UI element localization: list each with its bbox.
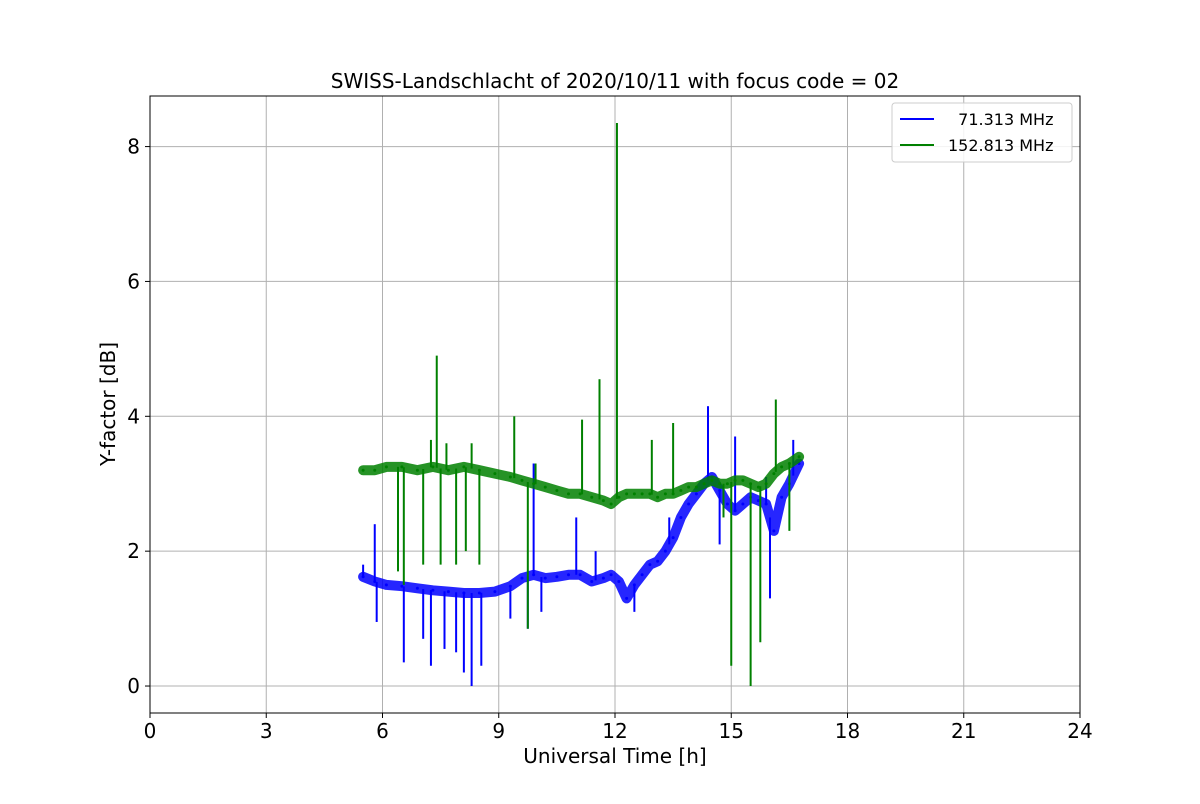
legend-label-71-mhz: 71.313 MHz xyxy=(948,110,1053,129)
data-point-152-813-mhz xyxy=(741,478,745,482)
data-point-152-813-mhz xyxy=(718,482,722,486)
data-point-152-813-mhz xyxy=(493,472,497,476)
x-tick-label: 24 xyxy=(1067,719,1092,743)
data-point-71-313-mhz xyxy=(640,573,644,577)
series-152-813-mhz xyxy=(358,122,805,687)
x-tick-label: 21 xyxy=(951,719,976,743)
data-point-152-813-mhz xyxy=(679,488,683,492)
data-point-152-813-mhz xyxy=(384,465,388,469)
data-point-152-813-mhz xyxy=(756,485,760,489)
data-point-152-813-mhz xyxy=(543,485,547,489)
data-point-152-813-mhz xyxy=(632,492,636,496)
data-point-71-313-mhz xyxy=(656,559,660,563)
data-point-152-813-mhz xyxy=(687,485,691,489)
data-point-152-813-mhz xyxy=(625,492,629,496)
data-point-71-313-mhz xyxy=(578,573,582,577)
data-point-152-813-mhz xyxy=(601,499,605,503)
data-point-71-313-mhz xyxy=(687,502,691,506)
data-point-71-313-mhz xyxy=(772,529,776,533)
data-point-71-313-mhz xyxy=(400,584,404,588)
data-point-71-313-mhz xyxy=(601,576,605,580)
x-axis-label: Universal Time [h] xyxy=(523,744,706,768)
y-tick-label: 8 xyxy=(127,135,140,159)
data-point-152-813-mhz xyxy=(415,468,419,472)
data-point-71-313-mhz xyxy=(679,515,683,519)
x-tick-label: 15 xyxy=(719,719,744,743)
series-lines xyxy=(358,122,805,687)
data-point-71-313-mhz xyxy=(663,549,667,553)
data-point-71-313-mhz xyxy=(493,590,497,594)
data-point-152-813-mhz xyxy=(508,475,512,479)
data-point-152-813-mhz xyxy=(663,492,667,496)
data-point-152-813-mhz xyxy=(648,492,652,496)
data-point-152-813-mhz xyxy=(578,492,582,496)
data-point-152-813-mhz xyxy=(462,465,466,469)
data-point-152-813-mhz xyxy=(446,468,450,472)
legend-label-152-mhz: 152.813 MHz xyxy=(948,136,1053,155)
data-point-71-313-mhz xyxy=(384,583,388,587)
data-point-152-813-mhz xyxy=(694,485,698,489)
data-point-71-313-mhz xyxy=(431,588,435,592)
x-tick-label: 18 xyxy=(835,719,860,743)
data-point-152-813-mhz xyxy=(780,465,784,469)
data-point-152-813-mhz xyxy=(431,465,435,469)
y-tick-label: 4 xyxy=(127,404,140,428)
data-point-152-813-mhz xyxy=(710,478,714,482)
y-tick-label: 6 xyxy=(127,269,140,293)
x-tick-label: 12 xyxy=(602,719,627,743)
series-line-71-313-mhz xyxy=(358,458,805,604)
grid-lines xyxy=(149,96,1081,713)
y-axis-label: Y-factor [dB] xyxy=(96,342,120,467)
data-point-71-313-mhz xyxy=(725,502,729,506)
chart-title: SWISS-Landschlacht of 2020/10/11 with fo… xyxy=(331,69,899,93)
x-tick-label: 0 xyxy=(144,719,157,743)
data-point-71-313-mhz xyxy=(756,499,760,503)
data-point-71-313-mhz xyxy=(648,563,652,567)
legend-frame xyxy=(891,102,1073,163)
y-tick-label: 2 xyxy=(127,539,140,563)
data-point-71-313-mhz xyxy=(555,575,559,579)
data-point-71-313-mhz xyxy=(543,576,547,580)
data-point-152-813-mhz xyxy=(373,468,377,472)
data-point-71-313-mhz xyxy=(415,586,419,590)
data-point-71-313-mhz xyxy=(567,573,570,577)
data-point-71-313-mhz xyxy=(741,502,745,506)
data-point-152-813-mhz xyxy=(733,478,737,482)
data-point-71-313-mhz xyxy=(625,596,629,600)
data-point-152-813-mhz xyxy=(764,482,768,486)
data-point-152-813-mhz xyxy=(609,502,613,506)
data-point-152-813-mhz xyxy=(361,468,365,472)
y-tick-label: 0 xyxy=(127,674,140,698)
data-point-71-313-mhz xyxy=(590,580,594,584)
data-point-152-813-mhz xyxy=(590,495,594,499)
data-point-71-313-mhz xyxy=(609,573,613,577)
data-point-152-813-mhz xyxy=(702,482,706,486)
data-point-71-313-mhz xyxy=(671,536,675,540)
data-point-152-813-mhz xyxy=(640,492,644,496)
data-point-152-813-mhz xyxy=(520,478,524,482)
data-point-152-813-mhz xyxy=(656,495,660,499)
data-point-152-813-mhz xyxy=(617,495,621,499)
series-71-313-mhz xyxy=(358,406,805,687)
data-point-71-313-mhz xyxy=(520,576,524,580)
x-tick-label: 9 xyxy=(492,719,505,743)
data-point-152-813-mhz xyxy=(400,465,404,469)
x-tick-label: 6 xyxy=(376,719,389,743)
data-point-152-813-mhz xyxy=(797,455,801,459)
legend: 71.313 MHz 152.813 MHz xyxy=(891,102,1073,163)
data-point-71-313-mhz xyxy=(617,580,621,584)
data-point-71-313-mhz xyxy=(477,591,481,595)
data-point-152-813-mhz xyxy=(555,488,559,492)
x-tick-label: 3 xyxy=(260,719,273,743)
data-point-152-813-mhz xyxy=(567,492,570,496)
data-point-71-313-mhz xyxy=(446,590,450,594)
data-point-152-813-mhz xyxy=(532,482,536,486)
data-point-152-813-mhz xyxy=(725,482,729,486)
data-point-152-813-mhz xyxy=(772,472,776,476)
data-point-71-313-mhz xyxy=(780,495,784,499)
data-point-71-313-mhz xyxy=(694,492,698,496)
